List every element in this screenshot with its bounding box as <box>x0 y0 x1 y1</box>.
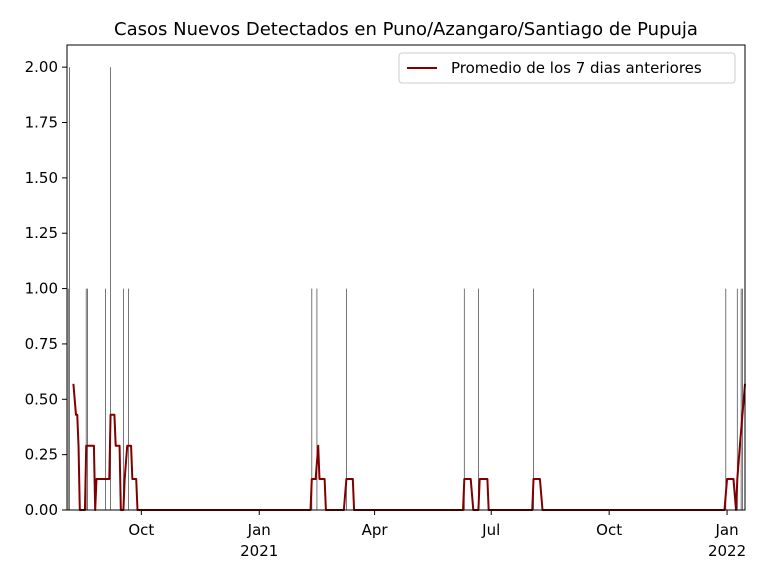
y-tick-label: 0.25 <box>25 446 58 464</box>
x-tick-label: Jan 2022 <box>708 521 746 560</box>
x-tick-label: Oct <box>128 521 154 539</box>
average-line <box>72 383 746 511</box>
y-tick-label: 0.50 <box>25 390 58 408</box>
x-tick-label: Jan 2021 <box>240 521 278 560</box>
plot-frame <box>66 44 746 511</box>
chart-title: Casos Nuevos Detectados en Puno/Azangaro… <box>114 19 698 40</box>
y-tick-label: 1.75 <box>25 114 58 132</box>
y-tick-label: 2.00 <box>25 58 58 76</box>
x-tick-label: Apr <box>362 521 389 539</box>
y-tick-label: 0.75 <box>25 335 58 353</box>
legend-label: Promedio de los 7 dias anteriores <box>451 59 702 77</box>
y-tick-label: 1.25 <box>25 224 58 242</box>
x-tick-label: Oct <box>596 521 622 539</box>
x-tick-label: Jul <box>481 521 500 539</box>
y-tick-label: 0.00 <box>25 501 58 519</box>
legend-box <box>398 52 736 84</box>
y-tick-label: 1.00 <box>25 280 58 298</box>
y-tick-label: 1.50 <box>25 169 58 187</box>
